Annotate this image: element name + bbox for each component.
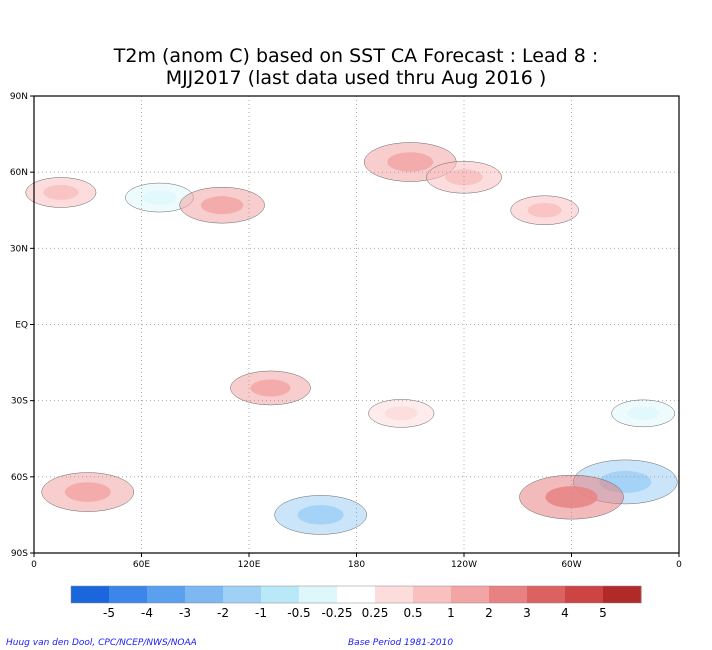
colorbar-outline (70, 585, 642, 604)
colorbar-swatch (223, 586, 262, 603)
anomaly-core (627, 406, 659, 421)
colorbar-swatch (489, 586, 528, 603)
anomaly-core (64, 482, 111, 502)
y-tick-label: 60N (10, 168, 28, 178)
grid-lines (34, 96, 679, 553)
colorbar-swatch (299, 586, 338, 603)
x-tick-label: 120W (451, 560, 477, 570)
x-axis-ticks: 0 60E 120E 180 120W 60W 0 (31, 553, 682, 570)
colorbar-label: -3 (179, 606, 191, 620)
colorbar-swatch (185, 586, 224, 603)
y-tick-label: 90S (11, 549, 28, 559)
anomaly-core (545, 486, 598, 509)
colorbar-swatch (451, 586, 490, 603)
anomaly-core (387, 152, 434, 172)
colorbar-label: 0.25 (362, 606, 389, 620)
anomaly-core (200, 196, 244, 215)
colorbar-label: 0.5 (403, 606, 422, 620)
chart-title-line2: MJJ2017 (last data used thru Aug 2016 ) (166, 67, 547, 89)
y-tick-label: 60S (11, 473, 28, 483)
colorbar-swatch (337, 586, 376, 603)
colorbar-swatch (527, 586, 566, 603)
colorbar-label: 1 (447, 606, 455, 620)
colorbar-label: 2 (485, 606, 493, 620)
credit-base-period: Base Period 1981-2010 (348, 638, 454, 648)
colorbar-swatch (413, 586, 452, 603)
colorbar-label: -1 (255, 606, 267, 620)
y-tick-label: 30N (10, 244, 28, 254)
colorbar-swatch (109, 586, 148, 603)
credit-author: Huug van den Dool, CPC/NCEP/NWS/NOAA (6, 638, 197, 648)
colorbar-swatch (261, 586, 300, 603)
x-tick-label: 60W (561, 560, 581, 570)
colorbar-label: 4 (561, 606, 569, 620)
anomaly-core (297, 505, 344, 525)
x-tick-label: 0 (31, 560, 37, 570)
anomaly-core (384, 406, 418, 421)
anomaly-core (445, 169, 483, 186)
colorbar-label: -0.5 (287, 606, 310, 620)
colorbar-label: 5 (599, 606, 607, 620)
anomaly-core (250, 379, 291, 397)
colorbar-label: -4 (141, 606, 153, 620)
x-tick-label: 180 (348, 560, 365, 570)
colorbar-swatch (603, 586, 642, 603)
colorbar-label: 3 (523, 606, 531, 620)
x-tick-label: 0 (676, 560, 682, 570)
colorbar-swatch (147, 586, 186, 603)
x-tick-label: 120E (238, 560, 261, 570)
y-tick-label: 30S (11, 397, 28, 407)
anomaly-core (527, 203, 562, 218)
anomaly-core (43, 184, 79, 200)
colorbar: -5 -4 -3 -2 -1 -0.5 -0.25 0.25 0.5 1 2 3 4 5 (70, 585, 642, 620)
anomaly-core (142, 190, 177, 205)
colorbar-label: -5 (103, 606, 115, 620)
colorbar-swatch (71, 586, 110, 603)
chart-title-line1: T2m (anom C) based on SST CA Forecast : … (113, 45, 599, 67)
colorbar-swatch (565, 586, 604, 603)
y-tick-label: 90N (10, 92, 28, 102)
x-tick-label: 60E (133, 560, 150, 570)
y-axis-ticks: 90N 60N 30N EQ 30S 60S 90S (10, 92, 34, 559)
map-area (25, 96, 679, 553)
colorbar-swatch (375, 586, 414, 603)
colorbar-label: -0.25 (321, 606, 352, 620)
colorbar-label: -2 (217, 606, 229, 620)
y-tick-label: EQ (15, 321, 28, 331)
